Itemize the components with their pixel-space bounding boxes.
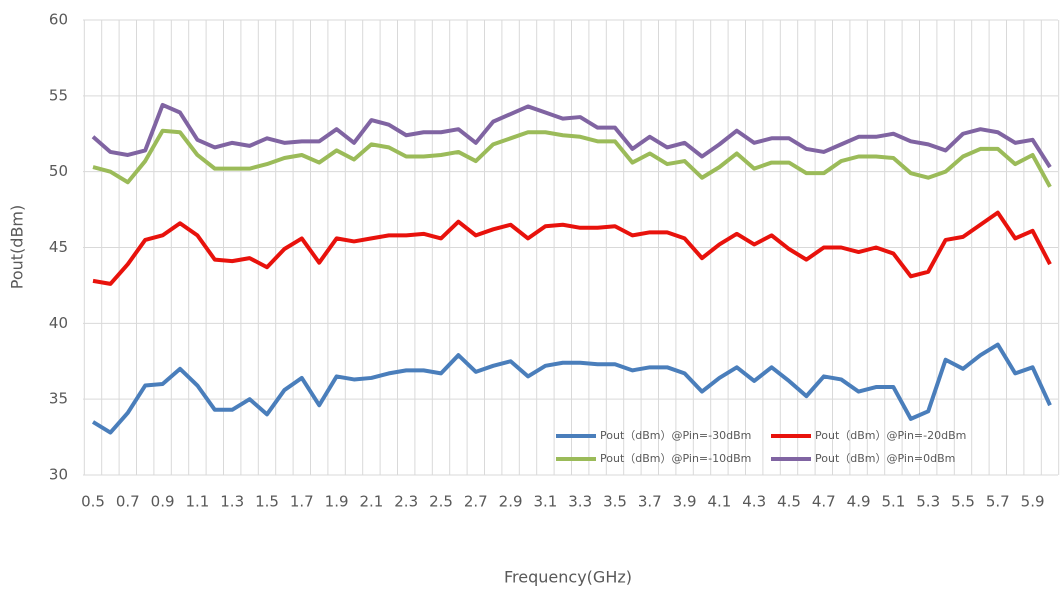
x-tick-label: 3.9 bbox=[673, 493, 697, 511]
series-line bbox=[92, 128, 1052, 188]
legend-label: Pout（dBm）@Pin=-30dBm bbox=[600, 429, 751, 442]
y-tick-label: 40 bbox=[49, 314, 68, 332]
x-tick-label: 2.1 bbox=[359, 493, 383, 511]
series-line bbox=[91, 102, 1052, 169]
x-tick-label: 1.7 bbox=[290, 493, 314, 511]
series-line bbox=[92, 210, 1052, 286]
x-tick-label: 1.1 bbox=[185, 493, 209, 511]
x-tick-label: 4.7 bbox=[812, 493, 836, 511]
x-tick-label: 3.1 bbox=[533, 493, 557, 511]
y-tick-label: 55 bbox=[49, 86, 68, 104]
y-tick-label: 60 bbox=[49, 11, 68, 29]
x-tick-label: 3.7 bbox=[638, 493, 662, 511]
x-tick-label: 5.7 bbox=[986, 493, 1010, 511]
x-tick-label: 5.5 bbox=[951, 493, 975, 511]
y-axis-label: Pout(dBm) bbox=[8, 205, 27, 289]
x-tick-label: 2.5 bbox=[429, 493, 453, 511]
y-tick-label: 45 bbox=[49, 238, 68, 256]
x-tick-label: 2.7 bbox=[464, 493, 488, 511]
legend-label: Pout（dBm）@Pin=-20dBm bbox=[815, 429, 966, 442]
x-tick-label: 5.3 bbox=[916, 493, 940, 511]
x-tick-label: 0.5 bbox=[81, 493, 105, 511]
series-line bbox=[91, 342, 1052, 435]
x-tick-label: 0.9 bbox=[151, 493, 175, 511]
x-tick-label: 5.1 bbox=[881, 493, 905, 511]
x-tick-label: 2.9 bbox=[499, 493, 523, 511]
y-tick-label: 30 bbox=[49, 466, 68, 484]
x-tick-label: 4.1 bbox=[707, 493, 731, 511]
x-axis-label: Frequency(GHz) bbox=[504, 568, 632, 587]
x-tick-label: 4.3 bbox=[742, 493, 766, 511]
y-tick-label: 35 bbox=[49, 390, 68, 408]
x-tick-label: 5.9 bbox=[1021, 493, 1045, 511]
x-tick-label: 0.7 bbox=[116, 493, 140, 511]
x-tick-label: 3.5 bbox=[603, 493, 627, 511]
x-tick-label: 4.5 bbox=[777, 493, 801, 511]
x-tick-label: 1.5 bbox=[255, 493, 279, 511]
legend-label: Pout（dBm）@Pin=-10dBm bbox=[600, 452, 751, 465]
x-tick-label: 1.9 bbox=[325, 493, 349, 511]
legend-label: Pout（dBm）@Pin=0dBm bbox=[815, 452, 955, 465]
x-tick-label: 2.3 bbox=[394, 493, 418, 511]
y-tick-label: 50 bbox=[49, 162, 68, 180]
x-tick-label: 1.3 bbox=[220, 493, 244, 511]
x-tick-label: 3.3 bbox=[568, 493, 592, 511]
x-tick-label: 4.9 bbox=[847, 493, 871, 511]
